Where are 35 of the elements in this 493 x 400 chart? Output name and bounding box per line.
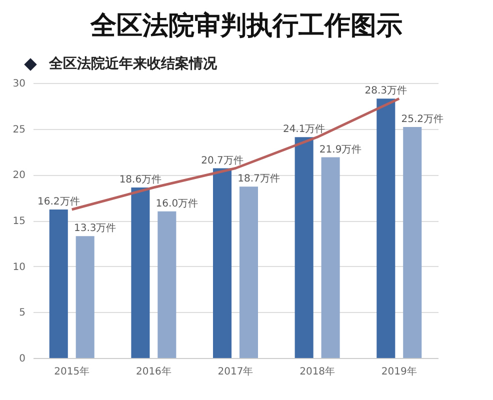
bar	[76, 236, 94, 358]
bar	[158, 211, 176, 358]
x-tick-label: 2015年	[54, 366, 90, 378]
line-series	[70, 97, 400, 211]
bar	[49, 210, 68, 358]
y-tick-label: 25	[12, 124, 26, 136]
data-label: 13.3万件	[74, 223, 116, 234]
data-label: 20.7万件	[201, 155, 244, 166]
data-label: 28.3万件	[364, 86, 408, 97]
bar	[376, 98, 396, 358]
data-label: 25.2万件	[401, 114, 444, 125]
y-tick-label: 15	[12, 216, 26, 227]
y-tick-label: 0	[19, 354, 26, 364]
data-label: 16.0万件	[156, 198, 198, 210]
data-label: 21.9万件	[319, 144, 362, 156]
bar	[239, 186, 258, 358]
data-label: 18.7万件	[238, 174, 280, 185]
chart-subtitle: 全区法院近年来收结案情况	[49, 55, 217, 73]
x-tick-label: 2019年	[381, 366, 417, 378]
x-tick-label: 2017年	[218, 366, 254, 378]
bar	[213, 168, 232, 358]
y-tick-label: 30	[12, 78, 26, 90]
bar	[131, 188, 150, 358]
data-label: 24.1万件	[282, 124, 326, 136]
x-tick-label: 2016年	[136, 366, 172, 378]
bar	[403, 127, 422, 358]
y-tick-label: 5	[19, 308, 26, 319]
bar	[294, 137, 314, 358]
bar	[321, 157, 340, 358]
y-tick-label: 20	[12, 170, 26, 182]
y-tick-label: 10	[12, 262, 26, 273]
chart-title: 全区法院审判执行工作图示	[89, 10, 404, 42]
data-label: 18.6万件	[119, 174, 162, 186]
x-tick-label: 2018年	[300, 366, 336, 378]
data-label: 16.2万件	[37, 196, 80, 208]
